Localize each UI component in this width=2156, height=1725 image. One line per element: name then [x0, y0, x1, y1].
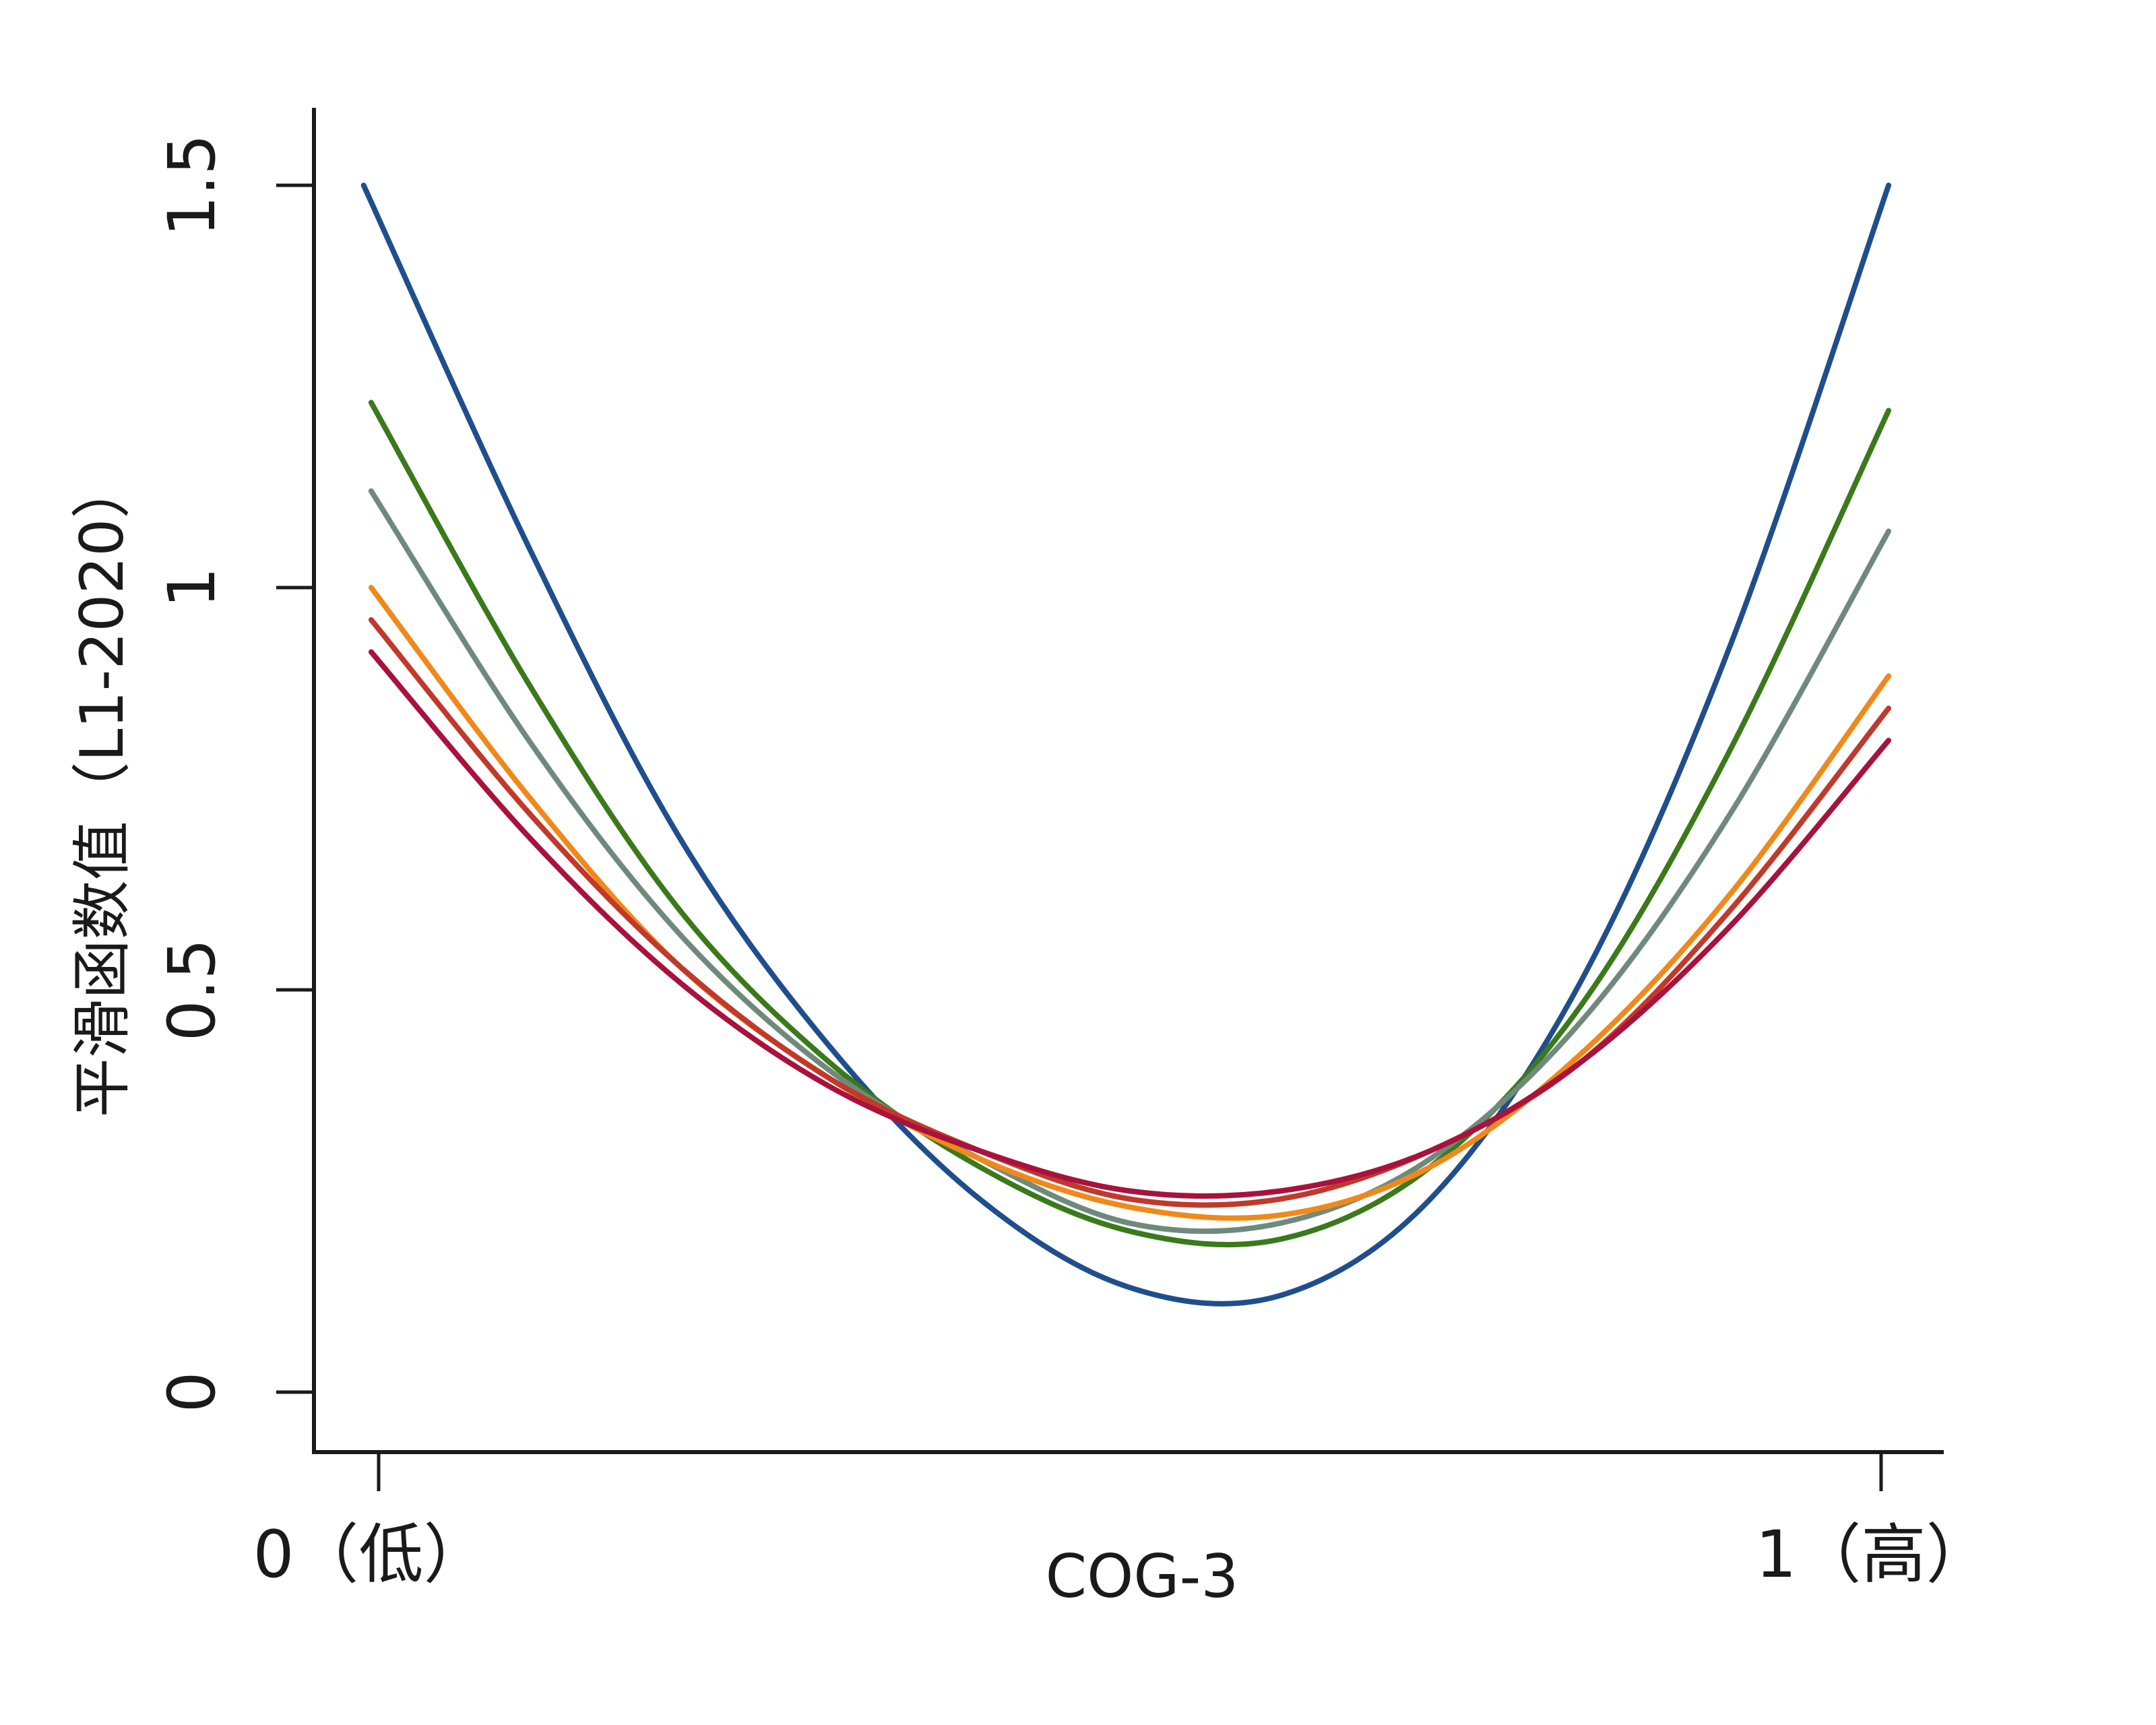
y-tick-label: 0.5	[154, 939, 230, 1042]
series-line-2	[368, 400, 1892, 1248]
y-tick-label: 0	[154, 1371, 230, 1412]
x-axis-title: COG-3	[1046, 1542, 1239, 1611]
y-axis-title: 平滑函数值（L1-2020）	[67, 460, 137, 1118]
y-tick-label: 1.5	[154, 134, 230, 237]
series-line-3	[368, 488, 1892, 1234]
series-group	[360, 183, 1892, 1307]
y-tick-label: 1	[154, 567, 230, 608]
series-line-6	[368, 649, 1892, 1199]
x-tick-label: 1（高）	[1755, 1517, 1990, 1592]
plot-area: 0 0.5 1 1.5 0（低） 1（高）	[154, 108, 1991, 1592]
series-line-1	[360, 183, 1892, 1307]
series-line-4	[368, 585, 1892, 1221]
x-ticks: 0（低） 1（高）	[253, 1452, 1991, 1592]
x-tick-label: 0（低）	[253, 1517, 488, 1592]
series-line-5	[368, 617, 1892, 1208]
y-ticks: 0 0.5 1 1.5	[154, 134, 314, 1413]
